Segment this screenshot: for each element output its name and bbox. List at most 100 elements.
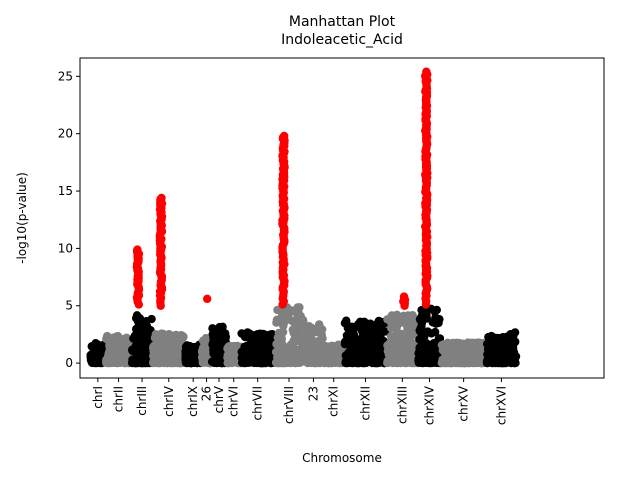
data-point (264, 340, 274, 350)
data-point (127, 345, 137, 355)
data-point (262, 353, 271, 362)
data-point (406, 332, 415, 341)
data-point (121, 357, 131, 366)
x-tick-label: chrIX (186, 386, 200, 417)
data-point (390, 354, 400, 363)
data-point (322, 358, 332, 368)
x-tick-label: chrXVI (494, 386, 508, 425)
data-point (136, 343, 146, 353)
data-point (353, 344, 362, 353)
data-point (416, 323, 425, 333)
data-point (166, 331, 175, 341)
data-point (309, 358, 318, 367)
x-tick-label: chrXIV (423, 385, 437, 425)
x-axis-label: Chromosome (302, 451, 382, 465)
y-tick-label: 25 (58, 69, 73, 83)
data-point (423, 340, 432, 349)
data-point (496, 355, 505, 365)
significant-point (157, 193, 166, 203)
data-point (252, 339, 262, 349)
data-point (280, 345, 289, 355)
x-tick-label: chrIII (135, 386, 149, 416)
data-point (393, 311, 403, 321)
data-point (367, 349, 377, 358)
x-tick-label: chrXI (327, 386, 341, 417)
data-point (289, 338, 298, 348)
data-point (198, 357, 208, 367)
y-tick-label: 5 (65, 299, 73, 313)
data-point (183, 357, 192, 366)
data-point (420, 307, 429, 317)
data-point (403, 323, 412, 332)
data-point (393, 337, 402, 346)
data-point (383, 341, 392, 350)
data-point (107, 348, 116, 358)
data-point (397, 347, 406, 357)
data-point (346, 344, 355, 353)
x-tick-label: chrXIII (395, 386, 409, 424)
data-point (302, 353, 311, 363)
y-tick-label: 10 (58, 241, 73, 255)
data-point (486, 351, 496, 360)
data-point (464, 358, 473, 368)
data-point (457, 356, 466, 366)
data-point (355, 335, 365, 344)
data-point (335, 345, 345, 354)
x-tick-label: 23 (306, 386, 320, 401)
data-point (483, 358, 492, 367)
data-point (279, 321, 288, 331)
data-point (135, 320, 144, 329)
data-point (419, 355, 428, 364)
data-point (458, 342, 468, 351)
data-point (363, 336, 373, 345)
y-tick-label: 0 (65, 356, 73, 370)
x-tick-label: chrII (112, 386, 126, 412)
data-point (277, 312, 286, 321)
x-tick-label: chrIV (162, 385, 176, 417)
data-point (278, 327, 288, 337)
y-tick-label: 15 (58, 184, 73, 198)
data-point (404, 353, 413, 362)
data-point (314, 336, 324, 345)
data-point (208, 340, 217, 349)
data-point (152, 357, 161, 366)
y-axis-label: -log10(p-value) (15, 172, 29, 264)
data-point (120, 350, 129, 359)
x-tick-label: chrVIII (282, 386, 296, 424)
data-point (347, 331, 357, 341)
data-point (429, 356, 439, 366)
data-point (286, 307, 295, 316)
x-tick-label: chrI (91, 386, 105, 409)
data-point (465, 340, 475, 350)
data-point (241, 358, 250, 368)
data-point (341, 316, 351, 325)
data-point (310, 350, 319, 359)
x-tick-label: chrXV (457, 385, 471, 421)
y-axis-ticks: 0 5 10 15 20 25 (58, 69, 80, 370)
data-point (431, 313, 440, 323)
data-point (466, 347, 475, 357)
x-tick-label: chrXII (358, 386, 372, 420)
data-point (158, 330, 167, 339)
data-point (505, 354, 514, 364)
chart-title: Manhattan Plot (289, 14, 396, 30)
data-point (277, 334, 286, 344)
data-point (386, 323, 396, 333)
data-point (343, 358, 352, 368)
data-point (498, 347, 507, 356)
data-point (301, 336, 310, 345)
data-point (88, 358, 97, 367)
data-point (450, 357, 459, 366)
data-point (104, 335, 114, 345)
data-point (231, 358, 240, 367)
x-tick-label: chrVII (251, 386, 265, 420)
data-point (427, 329, 436, 338)
y-tick-label: 20 (58, 127, 73, 141)
data-point (340, 337, 350, 346)
x-tick-label: chrV (212, 385, 226, 413)
data-point (446, 342, 455, 351)
plot-frame (79, 57, 605, 379)
data-point (104, 358, 113, 368)
data-point (160, 358, 169, 368)
